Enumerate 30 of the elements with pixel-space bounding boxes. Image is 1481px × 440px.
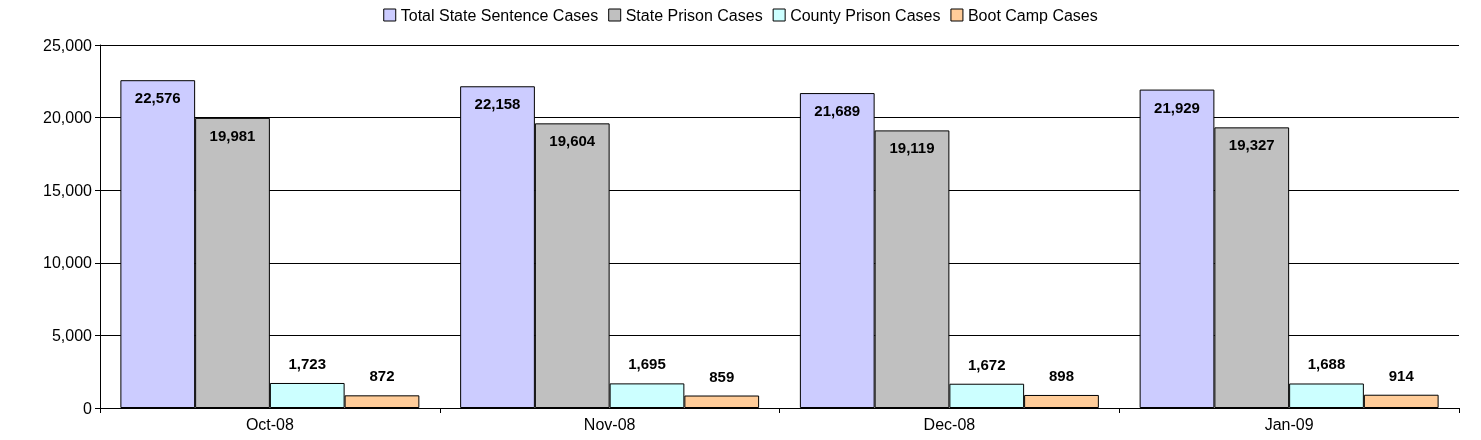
data-label: 19,981 <box>209 126 256 144</box>
y-tick-label: 25,000 <box>43 36 93 54</box>
data-label: 21,929 <box>1154 98 1200 116</box>
data-label: 22,158 <box>474 95 521 113</box>
legend-label: County Prison Cases <box>790 6 941 24</box>
data-label: 1,688 <box>1307 355 1346 373</box>
data-label: 21,689 <box>814 102 861 120</box>
y-tick-label: 0 <box>83 399 93 417</box>
x-tick-label: Oct-08 <box>245 415 294 433</box>
data-label: 859 <box>709 367 735 385</box>
legend-label: Boot Camp Cases <box>967 6 1098 24</box>
data-label: 22,576 <box>134 89 181 107</box>
data-label: 898 <box>1048 366 1075 384</box>
x-tick-label: Nov-08 <box>583 415 636 433</box>
data-label: 1,695 <box>628 355 666 373</box>
x-tick-label: Jan-09 <box>1264 415 1314 433</box>
data-label: 19,327 <box>1228 136 1275 154</box>
legend-label: State Prison Cases <box>625 6 763 24</box>
data-label: 1,723 <box>288 354 327 372</box>
data-label: 872 <box>369 367 395 385</box>
y-tick-label: 15,000 <box>43 181 93 199</box>
x-tick-label: Dec-08 <box>923 415 976 433</box>
data-label: 1,672 <box>967 355 1006 373</box>
data-label: 914 <box>1388 366 1415 384</box>
y-tick-label: 20,000 <box>43 109 93 127</box>
legend-label: Total State Sentence Cases <box>400 6 599 24</box>
y-tick-label: 10,000 <box>43 254 93 272</box>
data-label: 19,604 <box>549 132 596 150</box>
y-tick-label: 5,000 <box>51 326 93 344</box>
data-label: 19,119 <box>889 139 935 157</box>
